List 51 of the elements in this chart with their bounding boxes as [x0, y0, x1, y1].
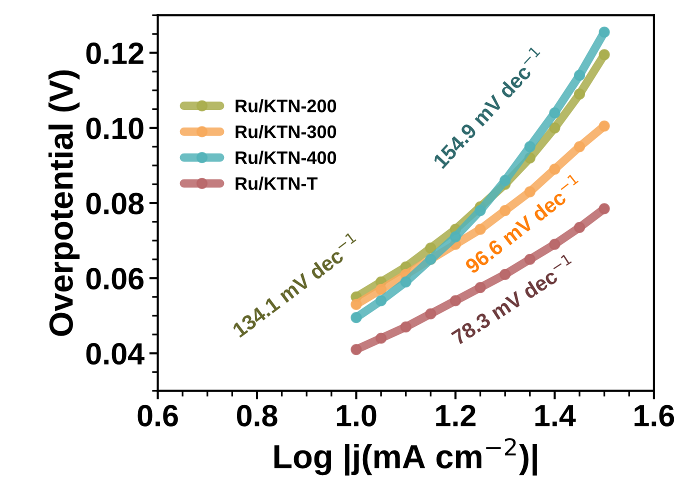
point	[598, 26, 610, 38]
point	[524, 141, 536, 152]
legend-label: Ru/KTN-300	[236, 124, 336, 138]
x-tick-label: 1.4	[535, 405, 576, 426]
y-tick-label: 0.12	[86, 42, 144, 64]
point	[574, 222, 586, 233]
x-tick-label: 1.6	[634, 404, 674, 426]
point	[400, 276, 412, 288]
point	[350, 344, 362, 356]
point	[549, 122, 560, 134]
point	[574, 141, 586, 152]
y-axis-title: Overpotential (V)	[48, 70, 80, 336]
legend-label: Ru/KTN-T	[236, 176, 318, 190]
point	[425, 308, 436, 320]
point	[450, 295, 462, 306]
point	[598, 49, 610, 60]
point	[375, 332, 387, 344]
y-tick-label: 0.08	[86, 192, 144, 214]
point	[598, 203, 610, 214]
point	[500, 204, 511, 216]
point	[400, 321, 412, 333]
point	[375, 284, 387, 295]
point	[524, 186, 536, 198]
point	[375, 295, 387, 306]
point	[549, 107, 560, 118]
x-tick-label: 1.0	[336, 404, 376, 426]
y-tick-label: 0.06	[86, 268, 144, 290]
x-axis-title: Log |j(mA cm$^{−2}$)|	[274, 438, 537, 476]
point	[549, 238, 560, 250]
point	[574, 70, 586, 81]
point	[524, 254, 536, 265]
x-tick-label: 1.2	[436, 404, 476, 426]
point	[474, 282, 486, 294]
y-tick-label: 0.10	[86, 118, 144, 140]
point	[574, 88, 586, 100]
legend-label: Ru/KTN-200	[236, 99, 336, 113]
point	[350, 298, 362, 310]
y-tick-label: 0.04	[86, 343, 144, 365]
x-tick-label: 0.6	[138, 404, 178, 426]
annotation: 134.1 mV dec$^{−1}$	[229, 232, 362, 338]
legend-label: Ru/KTN-400	[236, 150, 336, 164]
point	[450, 231, 462, 242]
point	[474, 204, 486, 216]
point	[598, 120, 610, 132]
point	[474, 224, 486, 235]
x-tick-label: 0.8	[236, 404, 278, 426]
point	[425, 242, 436, 254]
point	[350, 312, 362, 324]
annotation: 154.9 mV dec$^{−1}$	[430, 46, 546, 170]
point	[500, 174, 511, 186]
point	[549, 164, 560, 175]
